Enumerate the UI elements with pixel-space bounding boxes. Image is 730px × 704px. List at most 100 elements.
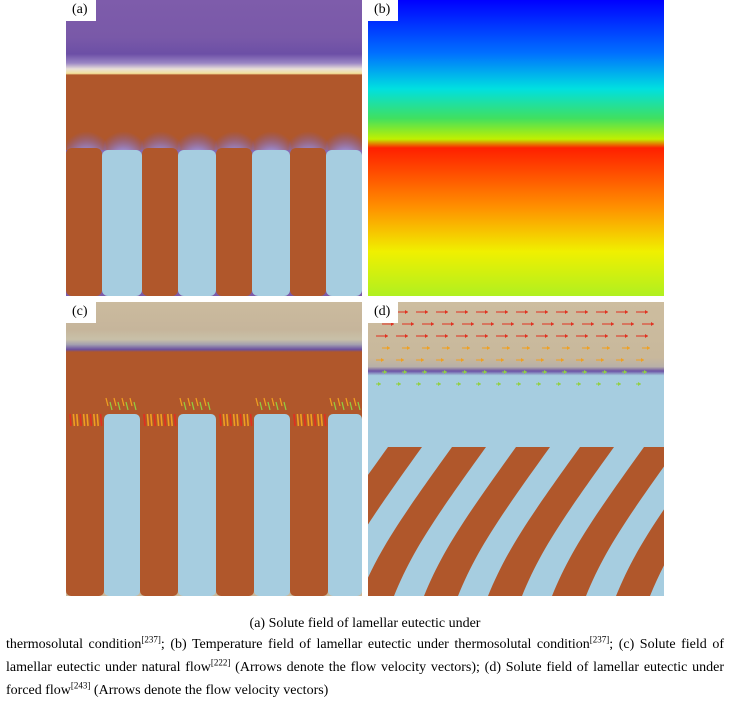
velocity-arrow: [438, 382, 441, 386]
velocity-arrow: [243, 413, 246, 427]
velocity-arrow: [191, 401, 195, 411]
velocity-arrow: [179, 397, 183, 407]
velocity-arrow: [425, 334, 428, 338]
velocity-arrow: [431, 322, 434, 326]
velocity-arrow: [303, 413, 306, 427]
velocity-arrow: [236, 413, 239, 427]
velocity-arrow: [76, 413, 79, 427]
velocity-arrow: [505, 310, 508, 314]
lamella: [252, 150, 290, 296]
velocity-arrow: [578, 382, 581, 386]
velocity-arrow: [229, 413, 232, 427]
panel-a-solute-field-thermosolutal: (a): [66, 0, 362, 296]
velocity-arrow: [306, 413, 310, 427]
velocity-arrow: [538, 382, 541, 386]
velocity-arrow: [651, 322, 654, 326]
velocity-arrow: [541, 358, 544, 362]
velocity-arrow: [411, 322, 414, 326]
velocity-arrow: [195, 397, 199, 407]
lamella: [368, 447, 486, 596]
velocity-arrow: [525, 334, 528, 338]
velocity-arrow: [525, 310, 528, 314]
lamella: [254, 414, 290, 596]
velocity-arrow: [163, 413, 167, 427]
lamella: [290, 420, 328, 596]
panel-a-image: [66, 0, 362, 296]
velocity-arrow: [445, 334, 448, 338]
velocity-arrow: [203, 397, 207, 407]
velocity-arrow: [465, 334, 468, 338]
velocity-arrow: [451, 322, 454, 326]
velocity-arrow: [545, 334, 548, 338]
velocity-arrow: [484, 370, 487, 374]
velocity-arrow: [461, 358, 464, 362]
velocity-arrow: [296, 413, 300, 427]
velocity-arrow: [160, 413, 163, 427]
velocity-arrow: [353, 397, 357, 407]
figure-caption-body: thermosolutal condition[237]; (b) Temper…: [6, 633, 724, 702]
figure-caption-line1: (a) Solute field of lamellar eutectic un…: [249, 616, 481, 631]
velocity-arrow: [565, 334, 568, 338]
velocity-arrow: [357, 401, 361, 411]
velocity-arrow: [337, 397, 341, 407]
velocity-arrow: [405, 334, 408, 338]
lamella: [424, 447, 550, 596]
velocity-arrow: [418, 382, 421, 386]
velocity-arrow: [427, 346, 430, 350]
velocity-arrow: [645, 334, 648, 338]
velocity-arrow: [511, 322, 514, 326]
velocity-arrow: [283, 401, 287, 411]
velocity-arrow: [267, 401, 271, 411]
velocity-arrow: [222, 413, 226, 427]
panel-d-image: [368, 302, 664, 596]
panel-label: (a): [66, 0, 96, 21]
velocity-arrow: [564, 370, 567, 374]
caption-text: ; (c) Solute field of lamellar eutectic …: [6, 637, 724, 675]
velocity-arrow: [645, 310, 648, 314]
velocity-arrow: [445, 310, 448, 314]
velocity-arrow: [153, 413, 156, 427]
citation-ref: [237]: [589, 634, 610, 645]
lamella: [216, 148, 252, 296]
velocity-arrow: [329, 397, 333, 407]
velocity-arrow: [387, 346, 390, 350]
velocity-arrow: [565, 310, 568, 314]
velocity-arrow: [467, 346, 470, 350]
velocity-arrow: [167, 413, 170, 427]
lamella: [66, 148, 102, 296]
velocity-arrow: [317, 413, 320, 427]
velocity-arrow: [143, 413, 146, 427]
velocity-arrow: [478, 382, 481, 386]
lamella: [216, 420, 254, 596]
velocity-arrow: [605, 334, 608, 338]
velocity-arrow: [544, 370, 547, 374]
velocity-arrow: [485, 310, 488, 314]
lamella: [142, 148, 178, 296]
velocity-arrow: [501, 358, 504, 362]
velocity-arrow: [631, 322, 634, 326]
velocity-arrow: [259, 401, 263, 411]
velocity-arrow: [421, 358, 424, 362]
velocity-arrow: [585, 310, 588, 314]
velocity-arrow: [183, 401, 187, 411]
panel-b-image: [368, 0, 664, 296]
velocity-arrow: [425, 310, 428, 314]
velocity-arrow: [99, 413, 103, 427]
velocity-arrow: [601, 358, 604, 362]
velocity-arrow: [381, 358, 384, 362]
velocity-arrow: [255, 397, 259, 407]
velocity-arrow: [558, 382, 561, 386]
velocity-arrow: [187, 397, 191, 407]
velocity-arrow: [585, 334, 588, 338]
velocity-arrow: [125, 401, 129, 411]
velocity-arrow: [129, 397, 133, 407]
velocity-arrow: [447, 346, 450, 350]
velocity-arrow: [647, 346, 650, 350]
velocity-arrow: [465, 310, 468, 314]
velocity-arrow: [349, 401, 353, 411]
velocity-arrow: [341, 401, 345, 411]
velocity-arrow: [581, 358, 584, 362]
lamella: [178, 150, 216, 296]
velocity-arrow: [624, 370, 627, 374]
velocity-arrow: [313, 413, 317, 427]
